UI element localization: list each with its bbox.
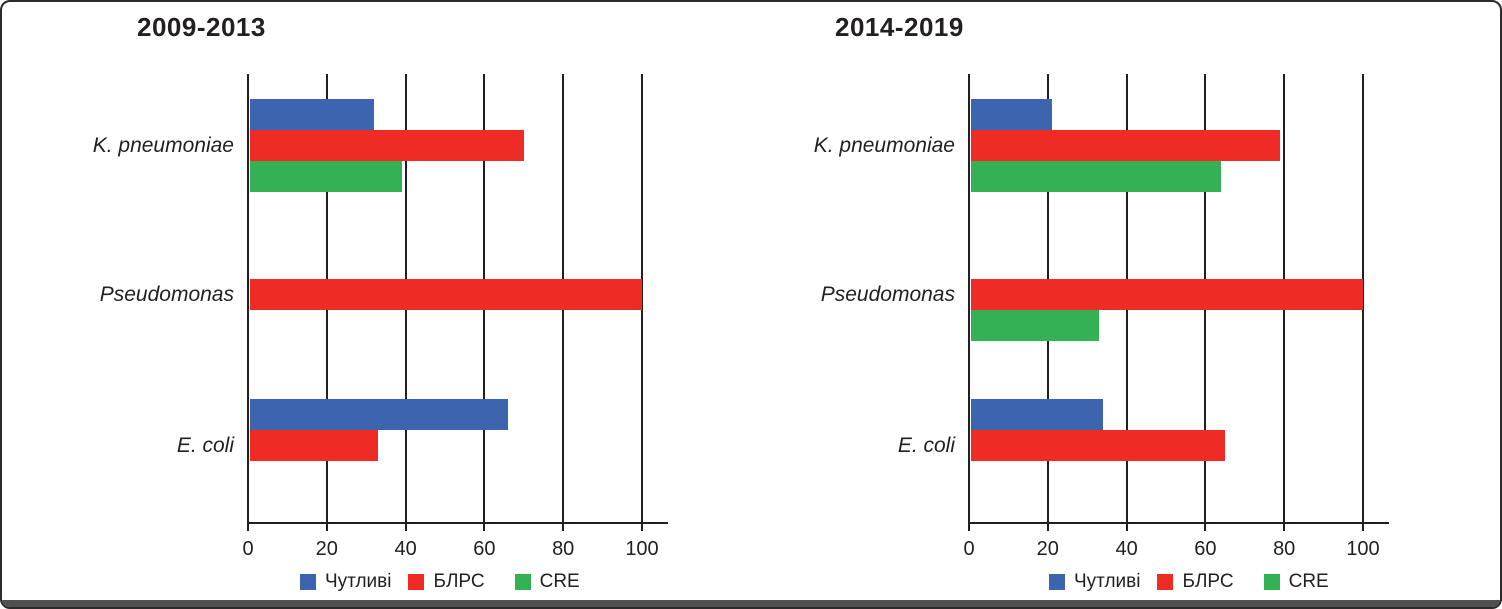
category-axis: K. pneumoniae Pseudomonas E. coli	[2, 74, 248, 531]
legend-swatch-cre	[1263, 574, 1280, 590]
axis-tick-label: 40	[394, 538, 417, 560]
category-label: E. coli	[176, 433, 234, 457]
axis-tick-label: 0	[963, 538, 975, 560]
legend: Чутливі БЛРС CRE	[1049, 571, 1346, 593]
legend-swatch-блрс	[1157, 574, 1174, 590]
legend-label: БЛРС	[433, 571, 485, 592]
category-label: E. coli	[897, 433, 955, 457]
legend: Чутливі БЛРС CRE	[300, 571, 597, 593]
x-axis-tick-labels: 0 20 40 60 80 100	[242, 538, 668, 564]
category-label: K. pneumoniae	[92, 133, 234, 157]
x-axis-line	[248, 522, 668, 524]
category-label: Pseudomonas	[99, 282, 234, 306]
axis-tick-label: 0	[242, 538, 254, 560]
axis-tick-label: 40	[1115, 538, 1138, 560]
plot-row: K. pneumoniae Pseudomonas E. coli	[751, 74, 1389, 531]
gridline	[1362, 74, 1364, 531]
axis-tick-label: 20	[315, 538, 338, 560]
legend-item: БЛРС	[408, 571, 485, 593]
gridline	[968, 74, 970, 531]
bar-блрс-pseudomonas	[250, 279, 642, 310]
gridline	[641, 74, 643, 531]
legend-swatch-чутливі	[300, 574, 316, 590]
axis-tick-label: 80	[1273, 538, 1296, 560]
axis-tick-label: 100	[1346, 538, 1380, 560]
chart-title: 2009-2013	[137, 12, 266, 42]
figure-bottom-edge	[2, 600, 1500, 607]
bar-cre-k-pneumoniae	[971, 161, 1222, 192]
axis-tick-label: 100	[625, 538, 659, 560]
legend-label: CRE	[1288, 571, 1329, 592]
axis-tick-label: 60	[473, 538, 496, 560]
bar-cre-k-pneumoniae	[250, 161, 402, 192]
legend-item: CRE	[1263, 571, 1329, 593]
plot-area	[968, 74, 1389, 531]
legend-label: Чутливі	[1074, 571, 1141, 592]
category-label: Pseudomonas	[820, 282, 955, 306]
bar-блрс-k-pneumoniae	[971, 130, 1281, 161]
legend-item: Чутливі	[1049, 571, 1140, 593]
bar-чутливі-k-pneumoniae	[250, 99, 375, 130]
legend-item: БЛРС	[1157, 571, 1234, 593]
bar-cre-pseudomonas	[971, 310, 1100, 341]
legend-swatch-чутливі	[1049, 574, 1065, 590]
bar-блрс-k-pneumoniae	[250, 130, 524, 161]
x-axis-tick-labels: 0 20 40 60 80 100	[963, 538, 1389, 564]
plot-area	[247, 74, 668, 531]
axis-tick-label: 20	[1036, 538, 1059, 560]
chart-title: 2014-2019	[835, 12, 964, 42]
category-label: K. pneumoniae	[813, 133, 955, 157]
x-axis-line	[969, 522, 1389, 524]
axis-tick-label: 60	[1194, 538, 1217, 560]
category-axis: K. pneumoniae Pseudomonas E. coli	[751, 74, 969, 531]
right-chart-panel: 2014-2019 K. pneumoniae Pseudomonas E. col…	[751, 2, 1500, 607]
bar-блрс-e-coli	[250, 430, 379, 461]
legend-label: БЛРС	[1182, 571, 1234, 592]
bar-чутливі-e-coli	[250, 399, 509, 430]
left-chart-panel: 2009-2013 K. pneumoniae Pseudomonas E. col…	[2, 2, 751, 607]
gridline	[247, 74, 249, 531]
bar-чутливі-k-pneumoniae	[971, 99, 1052, 130]
bar-блрс-e-coli	[971, 430, 1226, 461]
bar-чутливі-e-coli	[971, 399, 1103, 430]
legend-swatch-блрс	[408, 574, 425, 590]
legend-item: Чутливі	[300, 571, 391, 593]
bar-блрс-pseudomonas	[971, 279, 1363, 310]
legend-label: Чутливі	[325, 571, 392, 592]
plot-row: K. pneumoniae Pseudomonas E. coli	[2, 74, 668, 531]
legend-label: CRE	[539, 571, 580, 592]
legend-swatch-cre	[514, 574, 531, 590]
axis-tick-label: 80	[552, 538, 575, 560]
legend-item: CRE	[514, 571, 580, 593]
